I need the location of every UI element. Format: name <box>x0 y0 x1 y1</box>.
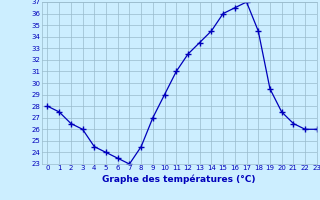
X-axis label: Graphe des températures (°C): Graphe des températures (°C) <box>102 174 256 184</box>
